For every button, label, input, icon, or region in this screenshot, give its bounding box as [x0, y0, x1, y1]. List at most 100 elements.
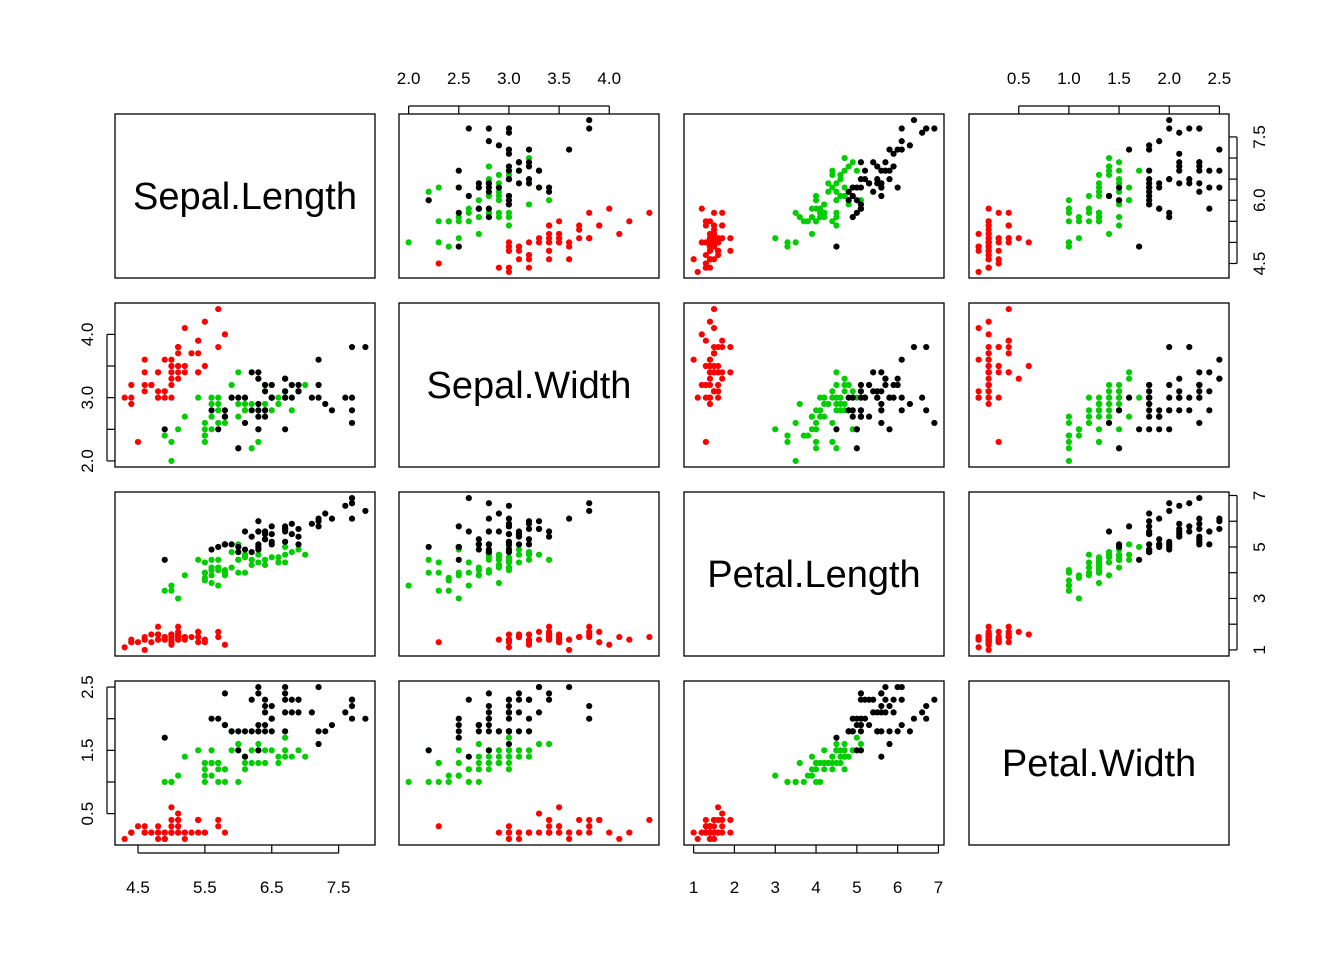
data-point: [1125, 413, 1133, 420]
data-point: [715, 394, 722, 401]
data-point: [985, 646, 992, 654]
data-point: [175, 772, 182, 779]
data-point: [282, 394, 289, 401]
data-point: [566, 256, 573, 263]
data-point: [505, 829, 513, 836]
data-point: [505, 631, 513, 638]
data-point: [1146, 407, 1153, 414]
data-point: [1146, 180, 1153, 187]
data-point: [515, 829, 523, 836]
data-point: [465, 582, 472, 589]
data-point: [1136, 426, 1143, 433]
data-point: [288, 394, 295, 401]
data-point: [275, 394, 282, 401]
data-point: [882, 159, 889, 166]
data-point: [405, 239, 412, 246]
data-point: [1095, 567, 1103, 574]
data-point: [505, 709, 513, 716]
data-point: [215, 426, 222, 433]
data-point: [535, 628, 543, 636]
data-point: [715, 343, 722, 351]
data-point: [455, 235, 462, 242]
data-point: [505, 823, 513, 830]
data-point: [485, 528, 492, 535]
data-point: [515, 753, 523, 760]
data-point: [515, 180, 523, 187]
data-point: [465, 778, 472, 786]
data-point: [505, 209, 513, 216]
data-point: [1136, 167, 1143, 174]
data-point: [141, 369, 148, 376]
data-point: [255, 559, 262, 566]
data-point: [1005, 305, 1012, 313]
variable-label: Sepal.Length: [133, 176, 357, 218]
data-point: [282, 709, 289, 716]
data-point: [1186, 180, 1193, 187]
data-point: [221, 829, 229, 836]
data-point: [255, 407, 262, 414]
data-point: [215, 400, 222, 408]
data-point: [566, 243, 573, 250]
data-point: [898, 407, 905, 414]
data-point: [706, 375, 714, 382]
data-point: [505, 222, 513, 229]
data-point: [1015, 628, 1022, 636]
data-point: [141, 829, 148, 836]
data-point: [235, 728, 242, 735]
data-point: [1115, 159, 1123, 166]
panel-3-0: [114, 680, 376, 846]
tick-label: 3.5: [547, 69, 571, 88]
data-point: [241, 394, 249, 401]
data-point: [586, 235, 593, 242]
data-point: [894, 184, 901, 191]
data-point: [1206, 205, 1213, 212]
data-point: [348, 715, 356, 722]
data-point: [248, 369, 255, 376]
data-point: [1186, 407, 1193, 414]
data-point: [525, 728, 533, 735]
data-point: [475, 572, 482, 579]
data-point: [535, 551, 543, 558]
data-point: [215, 543, 222, 551]
data-point: [235, 740, 242, 748]
data-point: [505, 747, 513, 754]
data-point: [545, 633, 553, 641]
data-point: [148, 381, 155, 389]
data-point: [515, 728, 523, 735]
data-point: [719, 209, 726, 216]
data-point: [201, 559, 208, 566]
data-point: [495, 728, 503, 735]
data-point: [1146, 531, 1153, 538]
data-point: [485, 728, 492, 735]
data-point: [241, 400, 249, 408]
data-point: [1146, 413, 1153, 420]
data-point: [545, 247, 553, 254]
data-point: [727, 247, 734, 254]
data-point: [208, 579, 215, 587]
data-point: [1176, 502, 1183, 509]
data-point: [255, 728, 262, 735]
data-point: [995, 362, 1002, 370]
data-point: [1105, 388, 1113, 395]
data-point: [255, 369, 262, 376]
data-point: [241, 753, 249, 760]
data-point: [825, 180, 832, 187]
data-point: [1085, 564, 1093, 571]
panel-frame: [114, 491, 376, 657]
data-point: [455, 721, 462, 729]
data-point: [455, 556, 462, 563]
data-point: [576, 235, 583, 242]
data-point: [288, 696, 295, 703]
data-point: [702, 251, 709, 259]
data-point: [505, 201, 513, 208]
data-point: [295, 546, 302, 553]
data-point: [1166, 343, 1173, 351]
data-point: [495, 142, 503, 149]
data-point: [485, 721, 492, 729]
data-point: [215, 633, 222, 641]
data-point: [215, 305, 222, 313]
data-point: [1005, 623, 1012, 630]
data-point: [175, 369, 182, 376]
data-point: [181, 829, 188, 836]
data-point: [525, 753, 533, 760]
